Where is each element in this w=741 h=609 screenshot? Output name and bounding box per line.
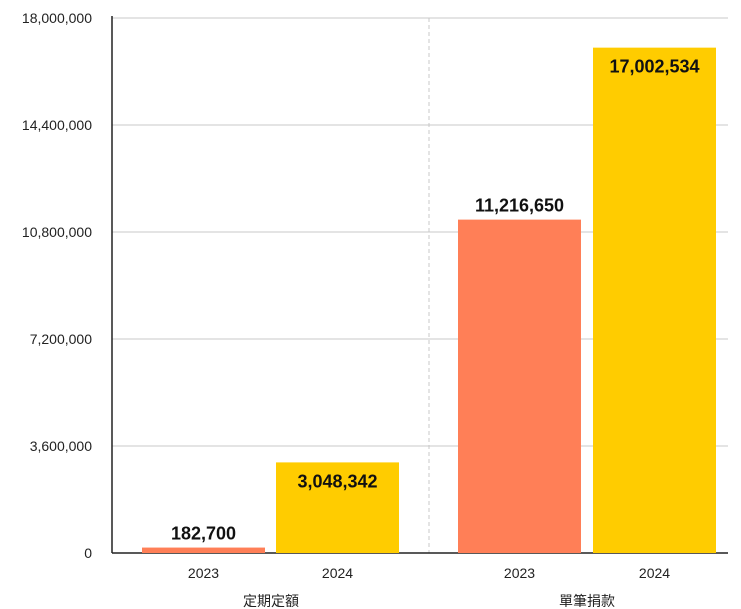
bar-1-2024 bbox=[276, 462, 399, 553]
labels: 0 3,600,000 7,200,000 10,800,000 14,400,000 1… bbox=[22, 10, 700, 609]
bar-1-2023 bbox=[142, 547, 265, 553]
bars bbox=[142, 47, 716, 553]
bar-2-2023 bbox=[458, 219, 581, 553]
y-tick-label: 7,200,000 bbox=[30, 331, 92, 347]
y-tick-label: 0 bbox=[84, 545, 92, 561]
bar-value-label: 3,048,342 bbox=[297, 471, 377, 491]
y-tick-label: 18,000,000 bbox=[22, 10, 92, 26]
bar-value-label: 17,002,534 bbox=[609, 57, 699, 77]
x-group-label: 單筆捐款 bbox=[559, 593, 615, 609]
bar-2-2024 bbox=[593, 47, 716, 553]
bar-value-label: 182,700 bbox=[171, 524, 236, 544]
bar-value-label: 11,216,650 bbox=[475, 196, 564, 216]
x-category-label: 2023 bbox=[188, 565, 219, 581]
y-tick-label: 3,600,000 bbox=[30, 438, 92, 454]
y-tick-label: 10,800,000 bbox=[22, 224, 92, 240]
x-category-label: 2024 bbox=[322, 565, 353, 581]
x-group-label: 定期定額 bbox=[243, 593, 299, 609]
y-tick-label: 14,400,000 bbox=[22, 117, 92, 133]
x-category-label: 2024 bbox=[639, 565, 670, 581]
x-category-label: 2023 bbox=[504, 565, 535, 581]
